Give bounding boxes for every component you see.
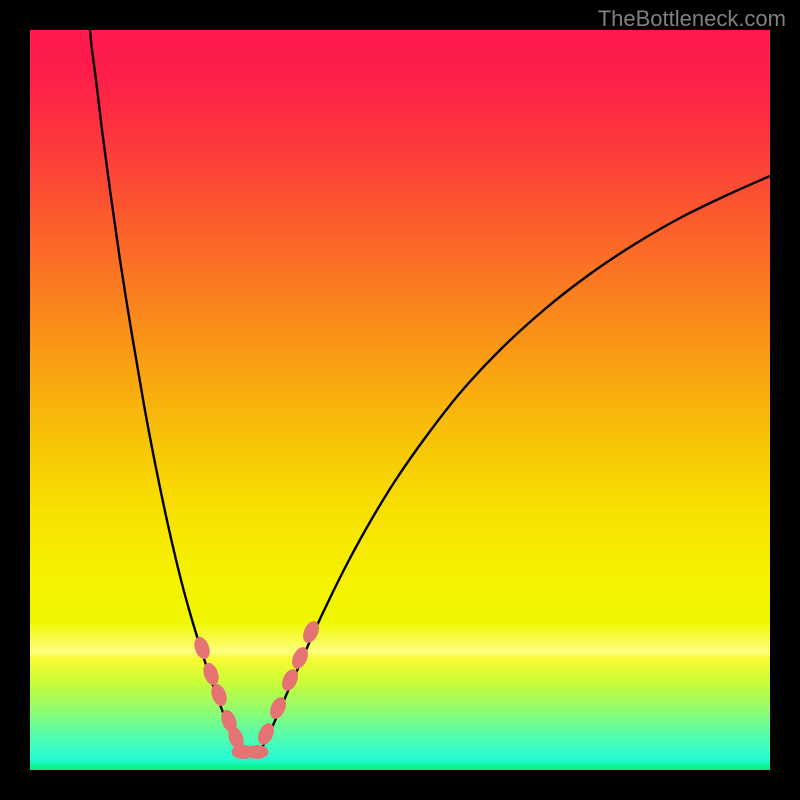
frame-right	[770, 0, 800, 800]
frame-bottom	[0, 770, 800, 800]
watermark: TheBottleneck.com	[598, 6, 786, 32]
chart-background	[30, 30, 770, 770]
chart-plot-area	[30, 30, 770, 770]
frame-left	[0, 0, 30, 800]
